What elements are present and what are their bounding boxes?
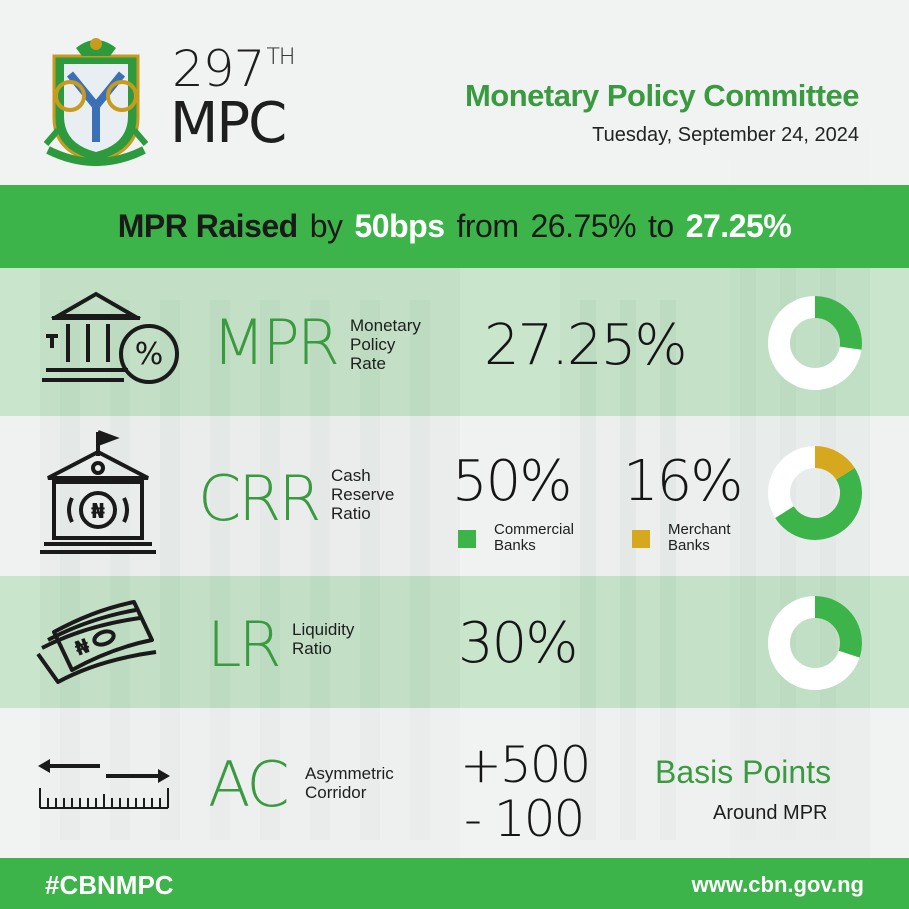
- mpr-donut: [768, 296, 862, 390]
- mpc-suffix: TH: [266, 45, 295, 70]
- bank-percent-icon: %: [42, 291, 179, 384]
- headline-banner: MPR Raised by 50bps from 26.75% to 27.25…: [0, 185, 909, 268]
- headline-change: 50bps: [354, 208, 445, 244]
- mpr-description: Monetary Policy Rate: [350, 316, 421, 373]
- headline-action: MPR Raised: [117, 208, 298, 244]
- ac-value-lower: - 100: [464, 790, 585, 848]
- headline-new-rate: 27.25%: [685, 208, 792, 244]
- commercial-legend-swatch: [458, 530, 476, 548]
- crr-donut: [768, 446, 862, 540]
- crr-description: Cash Reserve Ratio: [331, 466, 395, 523]
- hashtag: #CBNMPC: [45, 870, 174, 900]
- headline-by: by: [309, 208, 343, 244]
- mpr-abbr: MPR: [212, 306, 340, 379]
- crr-value-commercial: 50%: [452, 449, 572, 514]
- commercial-legend-label: Commercial Banks: [494, 521, 575, 554]
- svg-text:%: %: [135, 337, 164, 372]
- mpr-row: % MPR Monetary Policy Rate 27.25%: [0, 268, 909, 416]
- merchant-legend-swatch: [632, 530, 650, 548]
- meeting-date: Tuesday, September 24, 2024: [592, 124, 859, 146]
- crr-value-merchant: 16%: [623, 449, 743, 514]
- lr-donut: [768, 596, 862, 690]
- mpr-value: 27.25%: [484, 313, 688, 378]
- headline-old-rate: 26.75%: [530, 208, 637, 244]
- headline-to: to: [648, 208, 674, 244]
- mpr-donut-segment: [768, 296, 862, 390]
- cbn-logo: [43, 38, 149, 166]
- committee-title: Monetary Policy Committee: [464, 78, 860, 113]
- lr-donut-segment: [768, 596, 862, 690]
- ac-description: Asymmetric Corridor: [305, 764, 394, 802]
- header: 297TH MPC Monetary Policy Committee Tues…: [0, 0, 909, 185]
- merchant-legend-label: Merchant Banks: [668, 521, 731, 554]
- mpc-label: MPC: [170, 91, 287, 156]
- ruler-arrows-icon: [38, 759, 170, 809]
- lr-row: ₦ LR Liquidity Ratio 30%: [0, 576, 909, 708]
- headline-from: from: [456, 208, 519, 244]
- bank-naira-icon: ₦: [40, 430, 156, 554]
- svg-text:₦: ₦: [72, 633, 93, 660]
- basis-points-label: Basis Points: [655, 754, 832, 790]
- svg-text:₦: ₦: [91, 499, 105, 523]
- footer-bar: #CBNMPC www.cbn.gov.ng: [0, 858, 909, 909]
- crr-donut-merchant-segment: [768, 446, 862, 540]
- mpc-number: 297TH: [172, 40, 295, 98]
- ac-row: AC Asymmetric Corridor +500 - 100 Basis P…: [0, 708, 909, 858]
- ac-abbr: AC: [208, 748, 290, 821]
- money-stack-icon: ₦: [36, 600, 157, 684]
- lr-description: Liquidity Ratio: [292, 620, 355, 658]
- crr-row: ₦ CRR Cash Reserve Ratio 50% 16% Commercia…: [0, 416, 909, 576]
- ac-value-upper: +500: [460, 736, 591, 794]
- lr-value: 30%: [458, 611, 578, 676]
- lr-abbr: LR: [207, 608, 282, 681]
- crr-abbr: CRR: [198, 462, 321, 535]
- website-link[interactable]: www.cbn.gov.ng: [691, 872, 864, 897]
- around-mpr-label: Around MPR: [713, 802, 828, 824]
